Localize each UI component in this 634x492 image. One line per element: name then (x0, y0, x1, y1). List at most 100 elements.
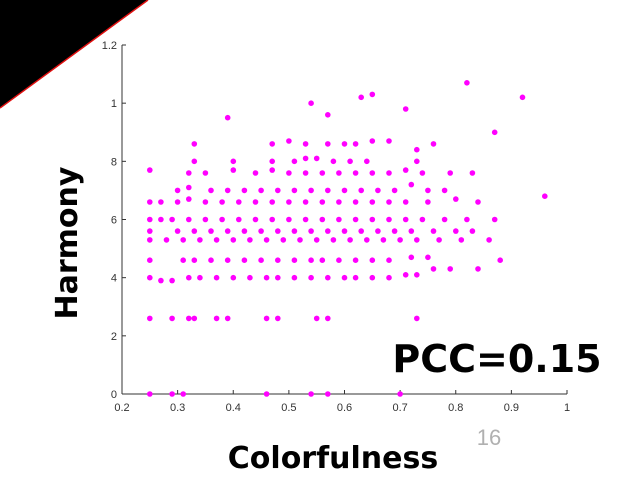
scatter-point (186, 216, 192, 223)
scatter-point (402, 106, 409, 112)
scatter-point (369, 91, 376, 98)
scatter-point (241, 228, 248, 234)
scatter-point (386, 257, 392, 264)
scatter-point (291, 228, 298, 234)
scatter-point (308, 391, 314, 397)
x-tick-label: 0.3 (170, 402, 185, 414)
scatter-point (186, 184, 192, 191)
scatter-point (180, 391, 186, 397)
scatter-point (369, 170, 376, 176)
scatter-point (319, 216, 326, 223)
x-tick-label: 0.2 (114, 402, 129, 414)
scatter-point (280, 237, 287, 243)
scatter-point (491, 129, 498, 136)
scatter-point (286, 170, 292, 176)
scatter-point (174, 187, 181, 194)
scatter-point (386, 138, 392, 144)
x-axis-label: Colorfulness (228, 441, 438, 476)
scatter-point (497, 257, 504, 264)
scatter-point (169, 216, 175, 223)
scatter-point (358, 187, 365, 194)
scatter-point (352, 216, 359, 223)
scatter-point (252, 216, 259, 223)
scatter-point (224, 228, 231, 234)
scatter-point (191, 228, 198, 234)
scatter-point (430, 228, 437, 234)
x-tick-label: 1 (564, 402, 570, 414)
scatter-point (241, 257, 248, 264)
scatter-point (308, 100, 314, 106)
scatter-point (213, 315, 220, 322)
scatter-point (352, 274, 359, 281)
scatter-point (425, 187, 431, 194)
scatter-point (174, 228, 181, 234)
scatter-point (519, 94, 526, 101)
scatter-point (419, 216, 426, 223)
scatter-point (147, 199, 153, 205)
scatter-point (347, 158, 353, 165)
scatter-point (336, 216, 342, 223)
scatter-point (180, 257, 186, 264)
scatter-point (352, 170, 359, 176)
scatter-point (325, 274, 331, 281)
scatter-point (464, 216, 470, 223)
scatter-point (319, 170, 326, 176)
scatter-point (308, 187, 314, 194)
scatter-point (219, 199, 225, 205)
scatter-point (302, 155, 309, 162)
scatter-point (291, 274, 298, 281)
scatter-point (408, 254, 415, 261)
scatter-point (308, 257, 314, 264)
scatter-point (375, 228, 381, 234)
scatter-point (158, 216, 164, 223)
scatter-point (202, 216, 209, 223)
scatter-point (269, 141, 276, 147)
scatter-point (341, 228, 348, 234)
scatter-point (263, 237, 270, 243)
scatter-point (247, 274, 253, 281)
scatter-point (158, 277, 164, 284)
scatter-point (230, 158, 237, 165)
y-tick-label: 6 (111, 215, 117, 227)
scatter-point (364, 237, 370, 243)
scatter-point (386, 199, 392, 205)
x-tick-label: 0.7 (392, 402, 407, 414)
scatter-point (358, 94, 365, 101)
scatter-point (302, 141, 309, 147)
scatter-point (325, 315, 331, 322)
scatter-point (336, 170, 342, 176)
scatter-point (380, 237, 387, 243)
scatter-point (269, 167, 276, 173)
scatter-point (453, 228, 459, 234)
scatter-point (425, 199, 431, 205)
scatter-point (230, 274, 237, 281)
scatter-point (191, 257, 198, 264)
scatter-point (458, 237, 465, 243)
scatter-point (375, 187, 381, 194)
scatter-point (291, 158, 298, 165)
scatter-point (341, 141, 348, 147)
page-number: 16 (477, 425, 501, 450)
scatter-point (224, 187, 231, 194)
scatter-point (286, 138, 292, 144)
scatter-point (352, 257, 359, 264)
scatter-point (330, 158, 337, 165)
scatter-point (341, 274, 348, 281)
scatter-point (224, 257, 231, 264)
scatter-point (275, 315, 281, 322)
scatter-point (391, 228, 398, 234)
scatter-point (219, 216, 225, 223)
scatter-point (325, 391, 331, 397)
scatter-point (486, 237, 492, 243)
scatter-point (191, 141, 198, 147)
scatter-point (247, 237, 253, 243)
scatter-point (147, 257, 153, 264)
scatter-point (369, 199, 376, 205)
scatter-point (475, 266, 481, 272)
scatter-point (436, 237, 442, 243)
scatter-point (397, 391, 403, 397)
y-tick-label: 1.2 (102, 40, 117, 52)
scatter-point (369, 138, 376, 144)
